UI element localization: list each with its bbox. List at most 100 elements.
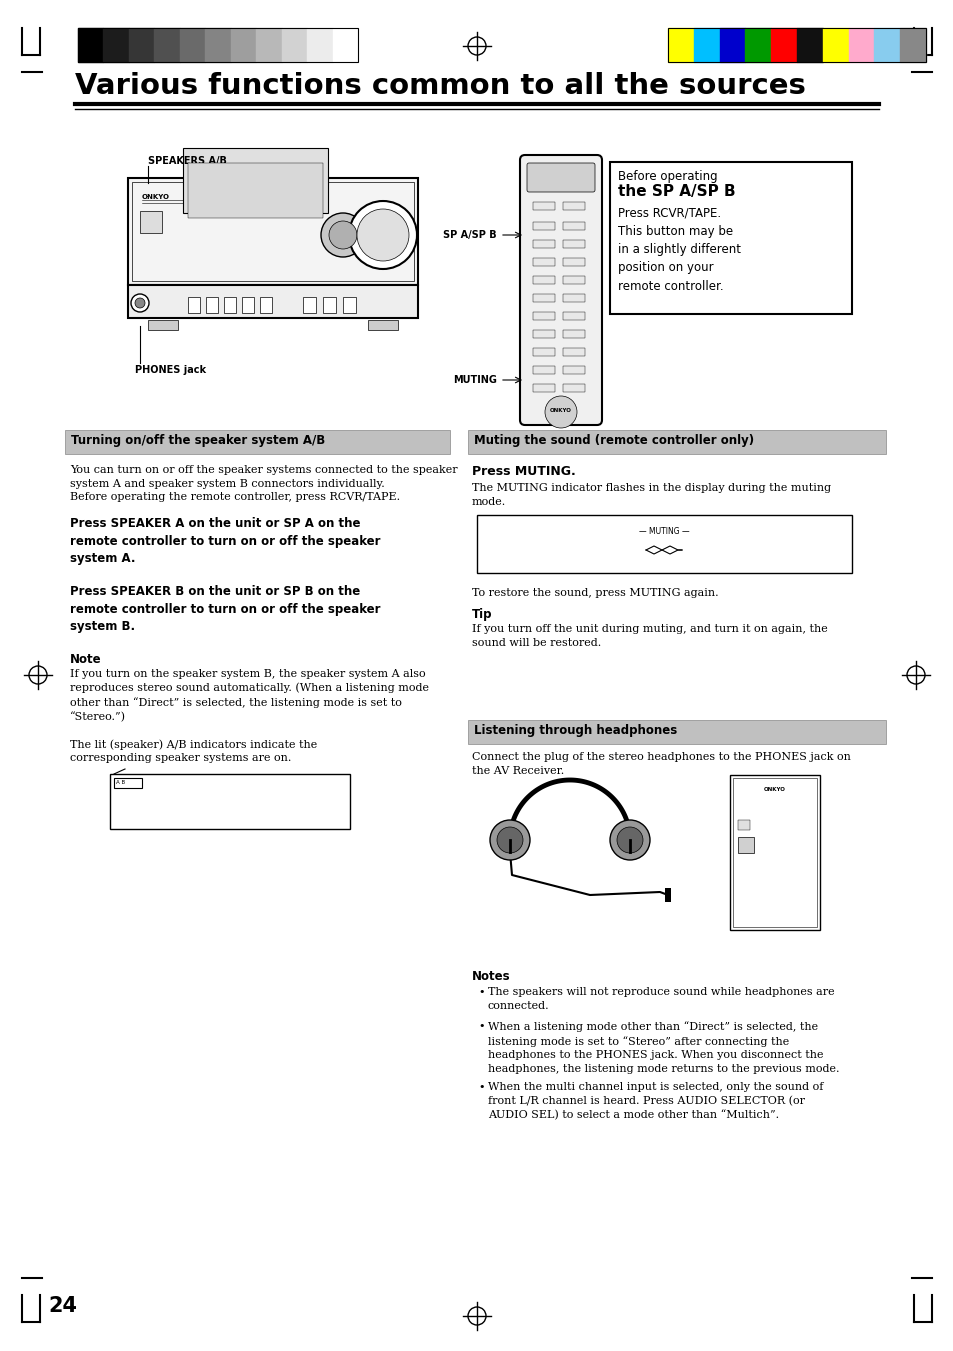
Text: PHONES jack: PHONES jack xyxy=(135,365,206,376)
Text: Press SPEAKER B on the unit or SP B on the
remote controller to turn on or off t: Press SPEAKER B on the unit or SP B on t… xyxy=(70,585,380,634)
Bar xyxy=(333,28,357,62)
Bar xyxy=(562,384,584,392)
Circle shape xyxy=(356,209,409,261)
Circle shape xyxy=(135,299,145,308)
Bar xyxy=(562,276,584,284)
Bar xyxy=(113,778,142,788)
Bar xyxy=(206,297,218,313)
Text: Turning on/off the speaker system A/B: Turning on/off the speaker system A/B xyxy=(71,434,325,447)
Bar xyxy=(562,349,584,357)
Bar xyxy=(732,778,816,927)
Text: — MUTING —: — MUTING — xyxy=(638,527,689,536)
FancyBboxPatch shape xyxy=(519,155,601,426)
Bar xyxy=(533,203,555,209)
Bar xyxy=(729,775,820,929)
Text: When the multi channel input is selected, only the sound of
front L/R channel is: When the multi channel input is selected… xyxy=(488,1082,822,1120)
Text: •: • xyxy=(477,988,484,997)
Bar xyxy=(281,28,307,62)
Bar xyxy=(562,366,584,374)
Text: •: • xyxy=(477,1082,484,1092)
Text: Connect the plug of the stereo headphones to the PHONES jack on
the AV Receiver.: Connect the plug of the stereo headphone… xyxy=(472,753,850,775)
Text: Various functions common to all the sources: Various functions common to all the sour… xyxy=(75,72,805,100)
Bar xyxy=(664,888,670,902)
Circle shape xyxy=(497,827,522,852)
Text: Muting the sound (remote controller only): Muting the sound (remote controller only… xyxy=(474,434,753,447)
Bar xyxy=(323,297,335,313)
Bar xyxy=(533,330,555,338)
Text: The MUTING indicator flashes in the display during the muting
mode.: The MUTING indicator flashes in the disp… xyxy=(472,484,830,507)
Bar xyxy=(128,178,417,285)
Bar xyxy=(128,285,417,317)
Bar xyxy=(468,720,885,744)
Bar xyxy=(148,320,178,330)
Text: The lit (speaker) A/B indicators indicate the
corresponding speaker systems are : The lit (speaker) A/B indicators indicat… xyxy=(70,739,317,763)
Bar xyxy=(132,182,414,281)
Bar xyxy=(562,295,584,303)
Bar xyxy=(848,28,874,62)
Text: ONKYO: ONKYO xyxy=(550,408,572,413)
Text: SPEAKERS A/B: SPEAKERS A/B xyxy=(148,155,227,166)
Bar xyxy=(343,297,355,313)
Text: Note: Note xyxy=(70,653,102,666)
Bar xyxy=(562,222,584,230)
Bar xyxy=(821,28,848,62)
Bar xyxy=(874,28,900,62)
Bar xyxy=(468,430,885,454)
Bar xyxy=(78,28,103,62)
Text: MUTING: MUTING xyxy=(453,376,497,385)
Bar xyxy=(738,820,749,830)
Text: You can turn on or off the speaker systems connected to the speaker
system A and: You can turn on or off the speaker syste… xyxy=(70,465,457,503)
Text: Notes: Notes xyxy=(472,970,510,984)
Bar xyxy=(562,330,584,338)
Bar xyxy=(562,258,584,266)
Bar xyxy=(154,28,179,62)
Text: If you turn off the unit during muting, and turn it on again, the
sound will be : If you turn off the unit during muting, … xyxy=(472,624,827,647)
Bar xyxy=(476,515,851,573)
Bar xyxy=(562,312,584,320)
Bar xyxy=(78,28,357,62)
Bar xyxy=(129,28,154,62)
Circle shape xyxy=(131,295,149,312)
Circle shape xyxy=(349,201,416,269)
Bar xyxy=(205,28,231,62)
Bar xyxy=(796,28,821,62)
Bar xyxy=(562,240,584,249)
Bar xyxy=(693,28,719,62)
Bar xyxy=(303,297,315,313)
Bar xyxy=(609,162,851,313)
Bar xyxy=(65,430,450,454)
Bar xyxy=(256,28,281,62)
Text: Press SPEAKER A on the unit or SP A on the
remote controller to turn on or off t: Press SPEAKER A on the unit or SP A on t… xyxy=(70,517,380,565)
Text: Press RCVR/TAPE.
This button may be
in a slightly different
position on your
rem: Press RCVR/TAPE. This button may be in a… xyxy=(618,205,740,293)
Text: A B: A B xyxy=(116,780,125,785)
Text: 24: 24 xyxy=(48,1296,77,1316)
Bar xyxy=(533,384,555,392)
Bar xyxy=(533,295,555,303)
Bar xyxy=(533,240,555,249)
Text: Listening through headphones: Listening through headphones xyxy=(474,724,677,738)
Bar xyxy=(307,28,333,62)
Text: If you turn on the speaker system B, the speaker system A also
reproduces stereo: If you turn on the speaker system B, the… xyxy=(70,669,429,723)
Text: ONKYO: ONKYO xyxy=(763,788,785,792)
Text: the SP A/SP B: the SP A/SP B xyxy=(618,184,735,199)
Bar xyxy=(667,28,925,62)
Text: The speakers will not reproduce sound while headphones are
connected.: The speakers will not reproduce sound wh… xyxy=(488,988,834,1011)
Bar xyxy=(103,28,129,62)
Bar xyxy=(533,258,555,266)
Circle shape xyxy=(329,222,356,249)
Bar xyxy=(183,149,328,213)
Bar xyxy=(900,28,925,62)
Circle shape xyxy=(609,820,649,861)
Text: ONKYO: ONKYO xyxy=(142,195,170,200)
Bar xyxy=(368,320,397,330)
Bar xyxy=(533,366,555,374)
Bar xyxy=(533,276,555,284)
Text: •: • xyxy=(477,1021,484,1031)
Circle shape xyxy=(490,820,530,861)
Bar xyxy=(533,349,555,357)
Bar xyxy=(188,163,323,218)
Bar xyxy=(738,836,753,852)
Bar xyxy=(224,297,235,313)
Text: Before operating: Before operating xyxy=(618,170,717,182)
Text: SP A/SP B: SP A/SP B xyxy=(443,230,497,240)
